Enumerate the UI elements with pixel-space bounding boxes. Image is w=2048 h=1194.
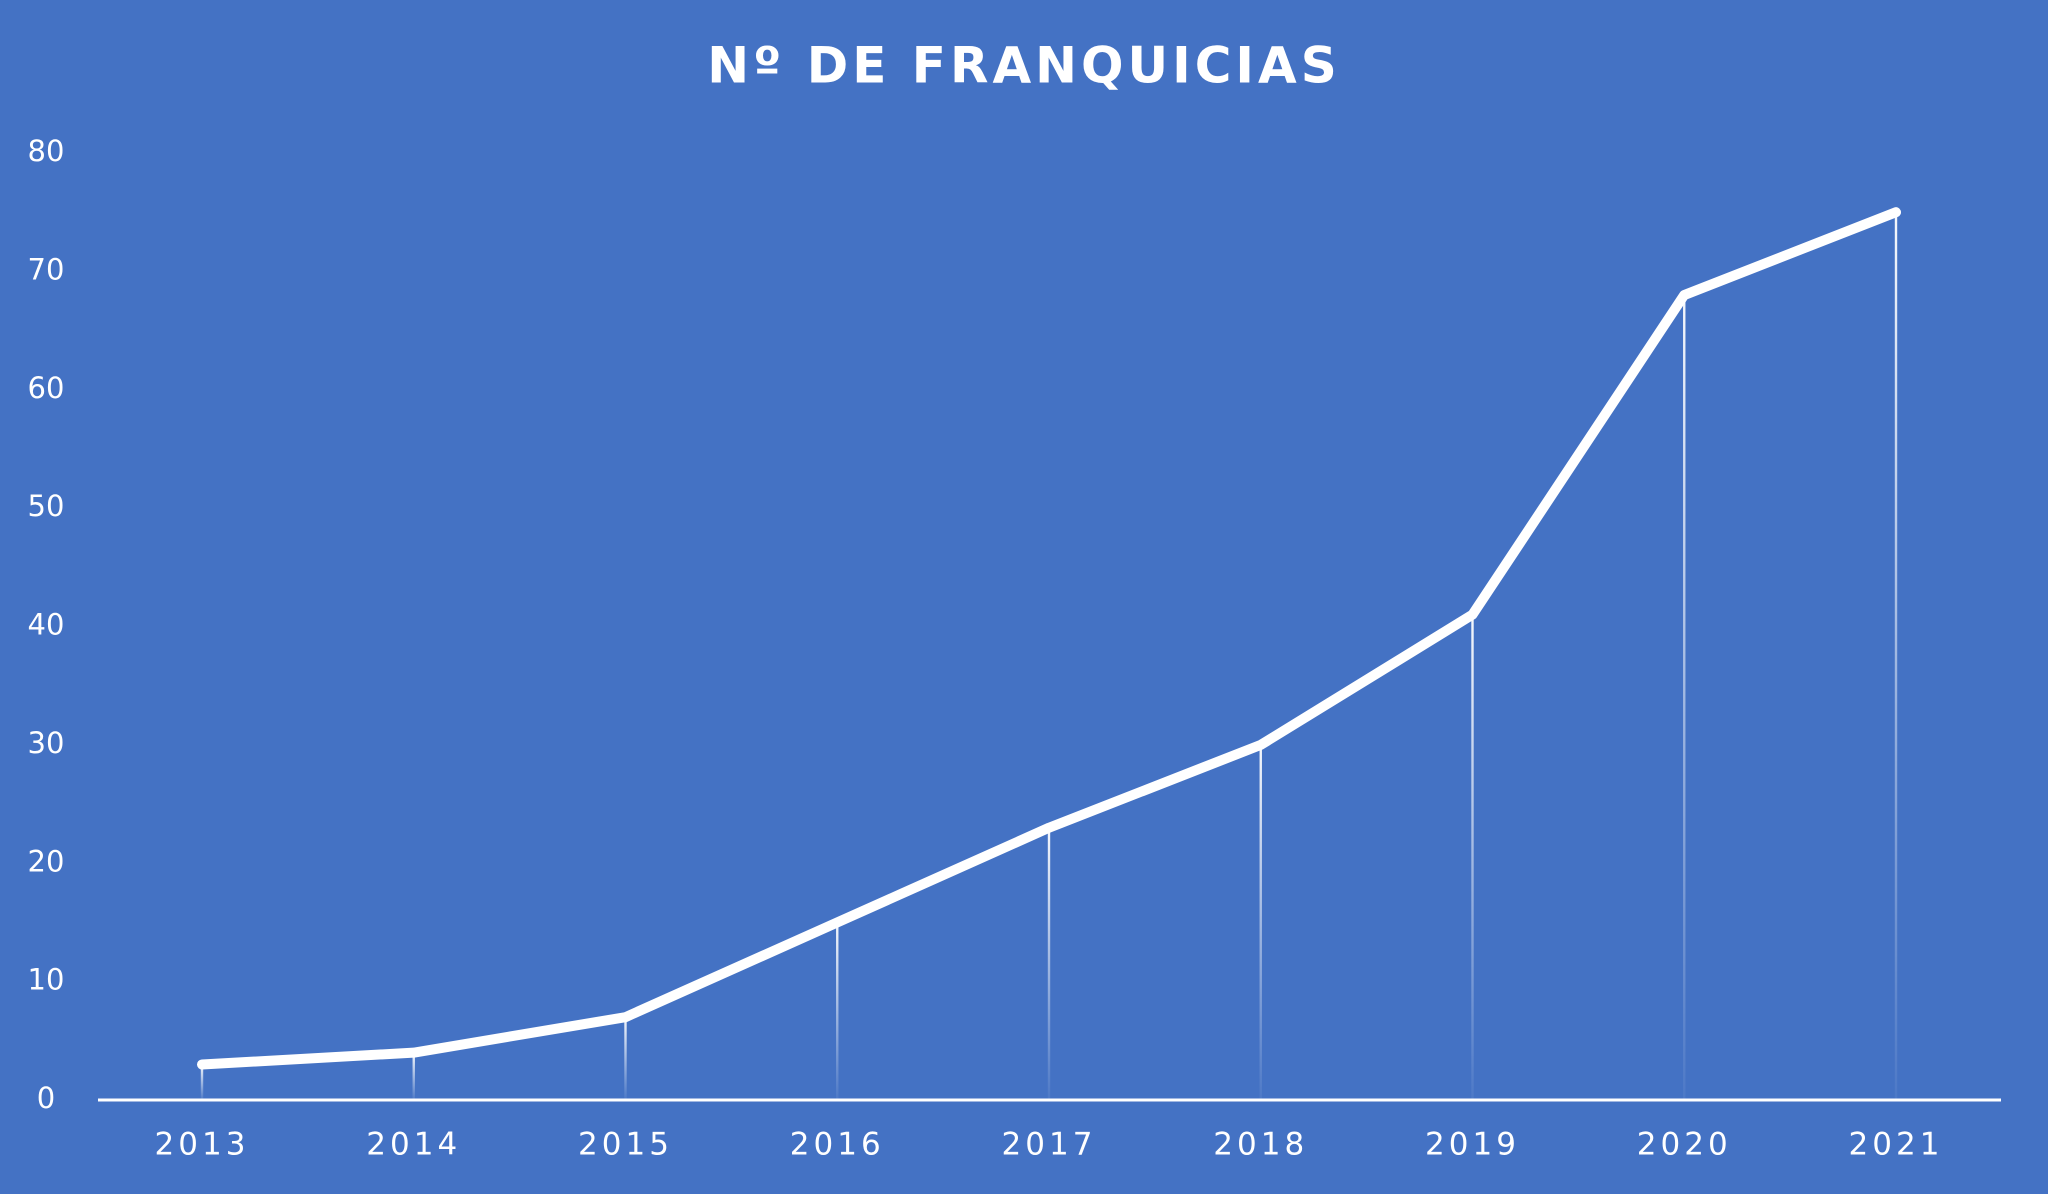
x-tick-label: 2017 bbox=[1002, 1127, 1097, 1163]
x-tick-label: 2015 bbox=[578, 1127, 673, 1163]
x-tick-label: 2013 bbox=[155, 1127, 250, 1163]
y-tick-label: 30 bbox=[28, 726, 65, 760]
y-tick-label: 10 bbox=[28, 963, 65, 997]
y-tick-label: 0 bbox=[37, 1081, 55, 1115]
drop-line bbox=[1894, 212, 1898, 1100]
y-tick-label: 40 bbox=[28, 608, 65, 642]
y-tick-label: 20 bbox=[28, 844, 65, 878]
drop-line bbox=[1683, 295, 1686, 1100]
y-tick-label: 50 bbox=[28, 489, 65, 523]
y-tick-label: 80 bbox=[28, 134, 65, 168]
drop-line bbox=[200, 1064, 204, 1100]
x-tick-label: 2014 bbox=[366, 1127, 461, 1163]
chart-title: Nº DE FRANQUICIAS bbox=[707, 37, 1340, 95]
data-line bbox=[197, 207, 1901, 1070]
drop-line bbox=[1259, 744, 1262, 1100]
drop-line bbox=[836, 922, 839, 1100]
x-tick-label: 2020 bbox=[1637, 1127, 1732, 1163]
drop-line bbox=[1471, 614, 1474, 1100]
x-tick-label: 2021 bbox=[1849, 1127, 1944, 1163]
y-tick-label: 70 bbox=[28, 252, 65, 286]
x-tick-label: 2018 bbox=[1213, 1127, 1308, 1163]
drop-line bbox=[624, 1017, 627, 1100]
y-tick-label: 60 bbox=[28, 371, 65, 405]
drop-line bbox=[1047, 827, 1051, 1100]
drop-line bbox=[412, 1052, 415, 1100]
x-tick-label: 2016 bbox=[790, 1127, 885, 1163]
x-tick-label: 2019 bbox=[1425, 1127, 1520, 1163]
